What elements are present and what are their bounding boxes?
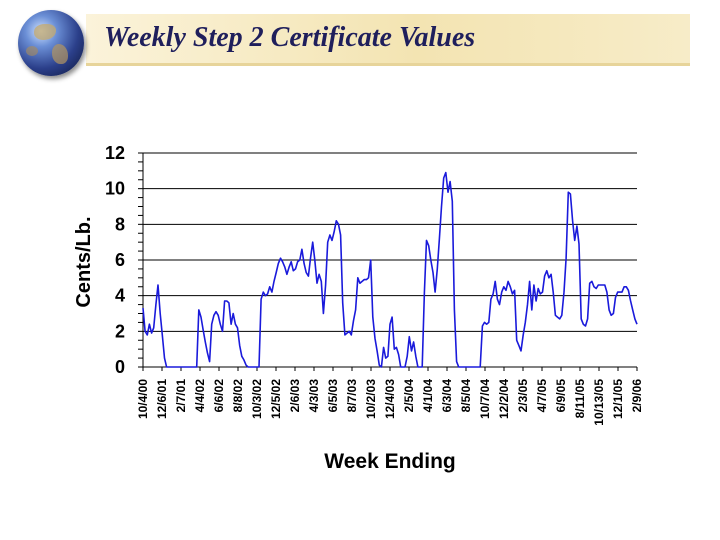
x-tick-label: 6/5/03 xyxy=(326,379,340,413)
x-tick-label: 8/8/02 xyxy=(231,379,245,413)
x-tick-label: 6/6/02 xyxy=(212,379,226,413)
x-tick-label: 2/9/06 xyxy=(630,379,644,413)
globe-icon xyxy=(18,10,84,76)
series-group xyxy=(142,171,638,368)
globe-landmass xyxy=(26,46,38,56)
x-tick-label: 12/4/03 xyxy=(383,379,397,419)
chart-axes xyxy=(138,152,638,371)
title-banner xyxy=(86,14,690,66)
y-tick-label: 0 xyxy=(115,357,125,377)
x-tick-label: 4/3/03 xyxy=(307,379,321,413)
x-tick-label: 10/7/04 xyxy=(478,379,492,419)
globe-landmass xyxy=(52,44,68,64)
x-tick-label: 12/1/05 xyxy=(611,379,625,419)
x-axis-ticks: 10/4/00 12/6/01 2/7/01 4/4/02 6/6/02 8/8/02 10… xyxy=(136,379,644,426)
series-line xyxy=(142,171,638,368)
y-tick-label: 6 xyxy=(115,250,125,270)
x-tick-label: 6/9/05 xyxy=(554,379,568,413)
x-tick-label: 2/5/04 xyxy=(402,379,416,413)
x-tick-label: 12/2/04 xyxy=(497,379,511,419)
y-axis-label: Cents/Lb. xyxy=(73,216,95,307)
y-tick-label: 2 xyxy=(115,321,125,341)
globe-landmass xyxy=(34,24,56,40)
x-tick-label: 12/6/01 xyxy=(155,379,169,419)
x-tick-label: 4/4/02 xyxy=(193,379,207,413)
x-tick-label: 4/1/04 xyxy=(421,379,435,413)
y-tick-label: 12 xyxy=(105,143,125,163)
y-tick-label: 10 xyxy=(105,179,125,199)
x-axis-label: Week Ending xyxy=(324,450,455,473)
x-tick-label: 12/5/02 xyxy=(269,379,283,419)
x-tick-label: 8/5/04 xyxy=(459,379,473,413)
x-tick-label: 8/7/03 xyxy=(345,379,359,413)
x-tick-label: 10/3/02 xyxy=(250,379,264,419)
x-tick-label: 4/7/05 xyxy=(535,379,549,413)
x-tick-label: 10/2/03 xyxy=(364,379,378,419)
x-tick-label: 2/3/05 xyxy=(516,379,530,413)
x-tick-label: 2/6/03 xyxy=(288,379,302,413)
y-axis-ticks: 0 2 4 6 8 10 12 xyxy=(105,143,125,377)
page-title: Weekly Step 2 Certificate Values xyxy=(104,22,476,53)
x-tick-label: 8/11/05 xyxy=(573,379,587,419)
y-tick-label: 4 xyxy=(115,286,125,306)
y-tick-label: 8 xyxy=(115,214,125,234)
x-tick-label: 10/13/05 xyxy=(592,379,606,426)
x-tick-label: 10/4/00 xyxy=(136,379,150,419)
x-tick-label: 2/7/01 xyxy=(174,379,188,413)
x-tick-label: 6/3/04 xyxy=(440,379,454,413)
